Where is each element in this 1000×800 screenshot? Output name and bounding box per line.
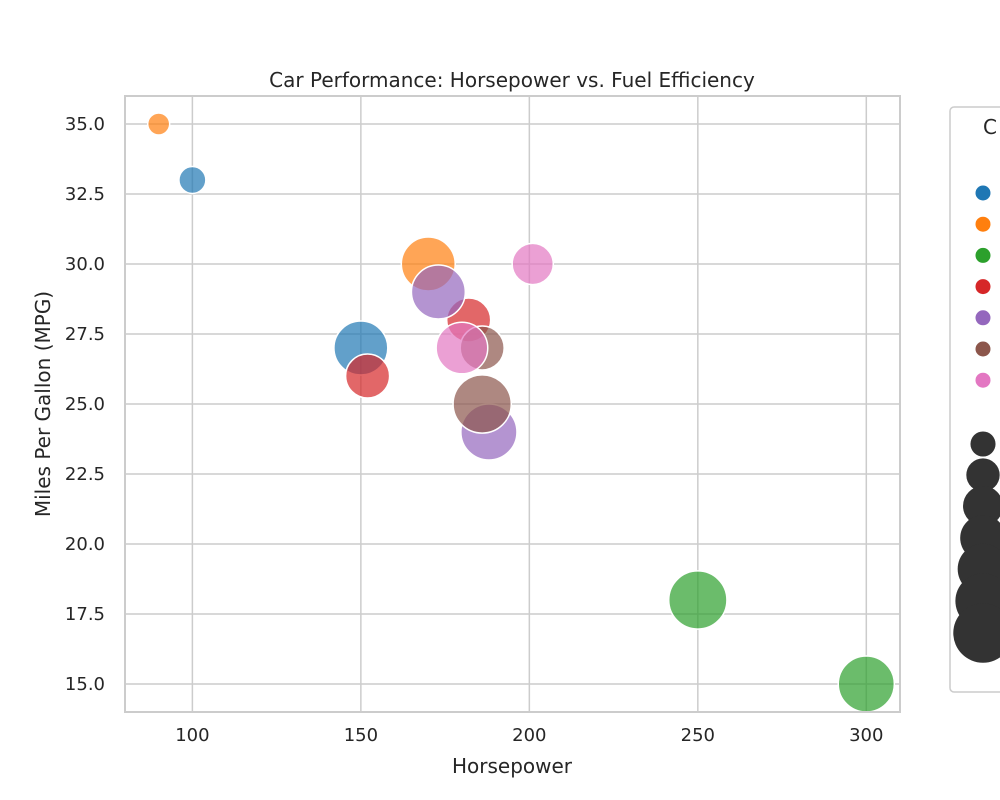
legend-size-marker xyxy=(963,486,1000,526)
legend-category-marker xyxy=(975,279,991,295)
y-tick-label: 27.5 xyxy=(65,324,105,345)
legend-size-marker xyxy=(970,431,996,457)
legend-category-marker xyxy=(975,247,991,263)
y-tick-label: 22.5 xyxy=(65,464,105,485)
y-tick-label: 30.0 xyxy=(65,254,105,275)
data-point xyxy=(511,242,555,286)
data-point xyxy=(667,570,728,630)
grid xyxy=(125,96,900,712)
legend-category-marker xyxy=(975,372,991,388)
data-point xyxy=(435,321,489,375)
legend-title: C xyxy=(983,115,997,139)
data-point xyxy=(178,165,207,195)
y-tick-label: 15.0 xyxy=(65,674,105,695)
legend-category-marker xyxy=(975,341,991,357)
data-point xyxy=(837,655,896,713)
x-tick-label: 200 xyxy=(512,725,546,746)
y-tick-labels: 15.0 17.5 20.0 22.5 25.0 27.5 30.0 32.5 35.0 xyxy=(65,114,105,695)
x-axis-label: Horsepower xyxy=(452,754,573,778)
y-tick-label: 35.0 xyxy=(65,114,105,135)
data-point xyxy=(410,264,467,320)
legend-category-markers xyxy=(975,185,991,388)
x-tick-label: 300 xyxy=(849,725,883,746)
data-points xyxy=(146,112,896,713)
legend-size-marker xyxy=(953,603,1000,663)
plot-frame xyxy=(124,95,901,713)
chart-title: Car Performance: Horsepower vs. Fuel Eff… xyxy=(269,68,755,92)
y-tick-label: 20.0 xyxy=(65,534,105,555)
y-tick-label: 25.0 xyxy=(65,394,105,415)
x-tick-label: 150 xyxy=(344,725,378,746)
x-tick-label: 250 xyxy=(681,725,715,746)
y-axis-label: Miles Per Gallon (MPG) xyxy=(31,291,55,517)
legend-category-marker xyxy=(975,216,991,232)
y-tick-label: 17.5 xyxy=(65,604,105,625)
y-tick-label: 32.5 xyxy=(65,184,105,205)
legend: C xyxy=(949,106,1000,693)
x-tick-label: 100 xyxy=(175,725,209,746)
data-point xyxy=(146,112,171,136)
legend-size-markers xyxy=(953,431,1000,663)
legend-category-marker xyxy=(975,310,991,326)
legend-size-marker xyxy=(966,458,1000,492)
x-tick-labels: 100 150 200 250 300 xyxy=(175,725,883,746)
data-point xyxy=(344,353,391,399)
legend-category-marker xyxy=(975,185,991,201)
data-point xyxy=(452,374,513,434)
